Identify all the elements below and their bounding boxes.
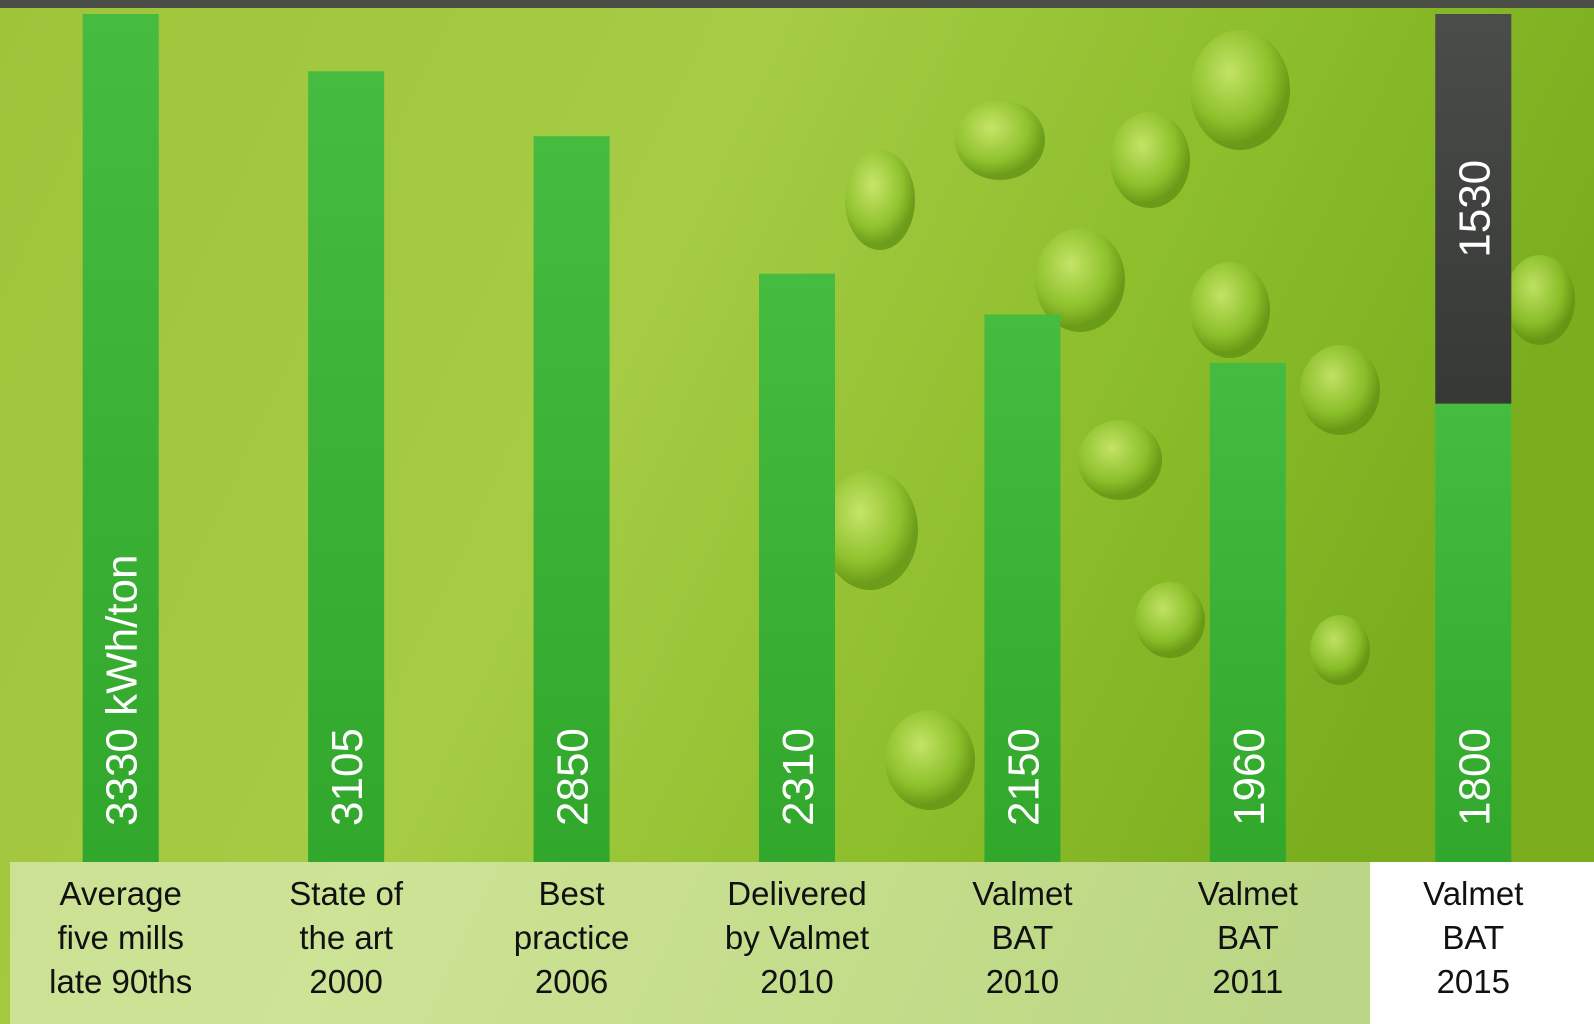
- x-tick-label: State of: [289, 875, 404, 912]
- top-border: [0, 0, 1594, 8]
- bar-shade: [984, 314, 1061, 862]
- x-tick-label: BAT: [1217, 919, 1279, 956]
- x-tick-label: practice: [514, 919, 630, 956]
- x-tick-label: 2006: [535, 963, 608, 1000]
- x-tick-label: Valmet: [972, 875, 1072, 912]
- x-tick-label: Average: [60, 875, 182, 912]
- x-tick-label: late 90ths: [49, 963, 192, 1000]
- value-label: 1530: [1450, 160, 1499, 258]
- value-label: 1800: [1450, 728, 1499, 826]
- x-tick-label: the art: [299, 919, 393, 956]
- value-label: 3105: [323, 728, 372, 826]
- x-tick-label: 2010: [760, 963, 833, 1000]
- x-tick-label: Best: [539, 875, 605, 912]
- bar-shade: [1209, 362, 1286, 862]
- x-tick-label: BAT: [1442, 919, 1504, 956]
- x-tick-label: by Valmet: [725, 919, 869, 956]
- x-tick-label: 2010: [986, 963, 1059, 1000]
- bar-shade: [82, 14, 159, 862]
- x-tick-label: 2011: [1212, 963, 1283, 1000]
- bar-shade: [533, 136, 610, 862]
- x-tick-label: five mills: [57, 919, 184, 956]
- x-tick-label: BAT: [992, 919, 1054, 956]
- x-tick-label: 2015: [1437, 963, 1510, 1000]
- value-label: 2150: [999, 728, 1048, 826]
- bar-shade: [759, 273, 835, 862]
- x-tick-label: Valmet: [1423, 875, 1523, 912]
- bar-shade: [1435, 14, 1512, 404]
- x-tick-label: Valmet: [1198, 875, 1298, 912]
- value-label: 2310: [774, 728, 823, 826]
- x-tick-label: 2000: [309, 963, 382, 1000]
- category-band-highlight: [1370, 862, 1594, 1024]
- x-tick-label: Delivered: [727, 875, 866, 912]
- value-label: 3330 kWh/ton: [98, 555, 147, 827]
- drops: [822, 30, 1575, 810]
- value-label: 1960: [1225, 728, 1274, 826]
- value-label: 2850: [549, 728, 598, 826]
- category-band: [10, 862, 1370, 1024]
- bar-shade: [308, 71, 385, 862]
- bar-shade: [1435, 403, 1512, 862]
